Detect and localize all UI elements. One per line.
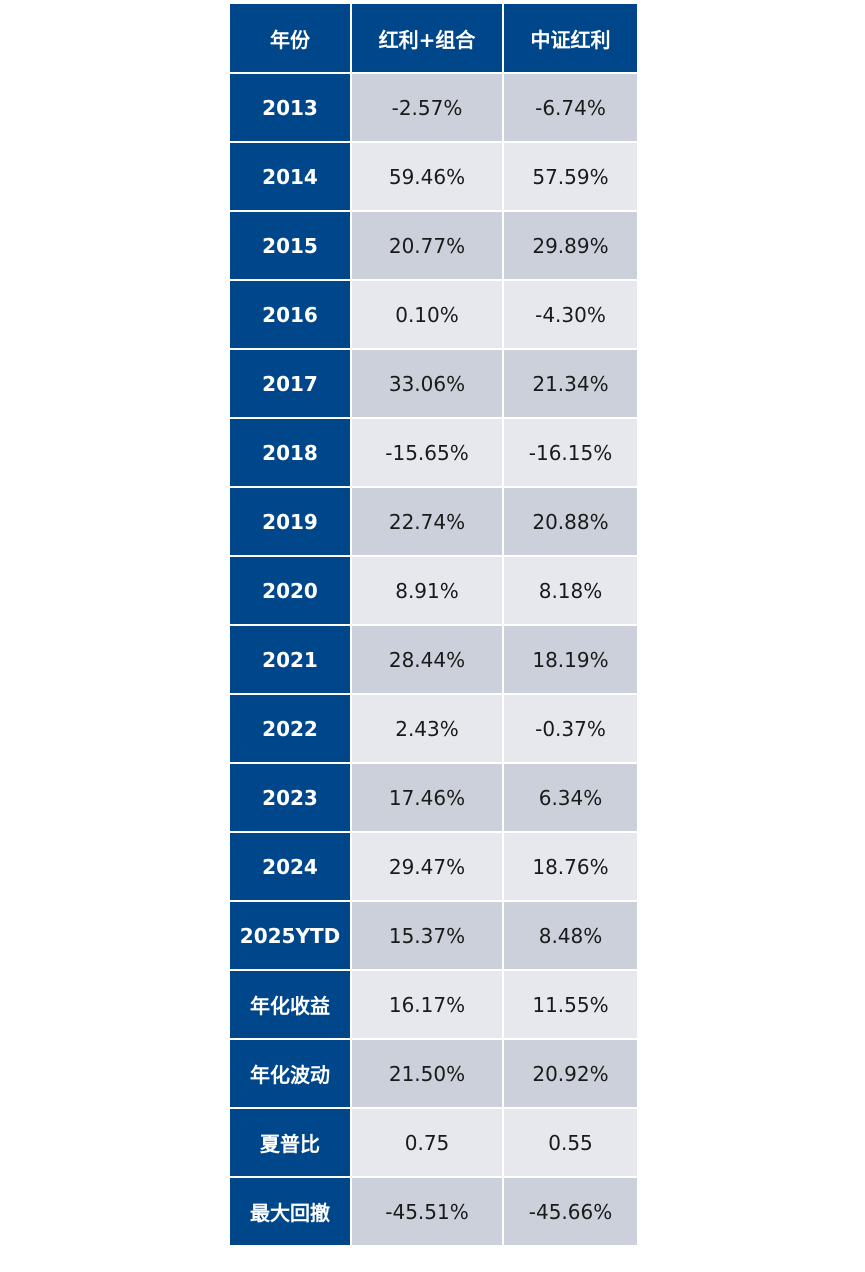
table-row: 2024 29.47% 18.76% <box>228 831 639 902</box>
row-label: 年化收益 <box>228 969 352 1040</box>
header-index: 中证红利 <box>502 2 639 74</box>
table-row: 2022 2.43% -0.37% <box>228 693 639 764</box>
header-portfolio: 红利+组合 <box>350 2 504 74</box>
index-value: -0.37% <box>502 693 639 764</box>
table-row: 2015 20.77% 29.89% <box>228 210 639 281</box>
index-value: 20.88% <box>502 486 639 557</box>
index-value: 8.18% <box>502 555 639 626</box>
table-header-row: 年份 红利+组合 中证红利 <box>228 2 639 74</box>
portfolio-value: 28.44% <box>350 624 504 695</box>
portfolio-value: 20.77% <box>350 210 504 281</box>
row-label: 2021 <box>228 624 352 695</box>
portfolio-value: 21.50% <box>350 1038 504 1109</box>
index-value: -4.30% <box>502 279 639 350</box>
portfolio-value: 8.91% <box>350 555 504 626</box>
portfolio-value: 59.46% <box>350 141 504 212</box>
row-label: 2023 <box>228 762 352 833</box>
row-label: 2020 <box>228 555 352 626</box>
index-value: 11.55% <box>502 969 639 1040</box>
row-label: 2019 <box>228 486 352 557</box>
table-row: 2019 22.74% 20.88% <box>228 486 639 557</box>
index-value: -6.74% <box>502 72 639 143</box>
index-value: -16.15% <box>502 417 639 488</box>
table-row: 2013 -2.57% -6.74% <box>228 72 639 143</box>
portfolio-value: -15.65% <box>350 417 504 488</box>
table-body: 2013 -2.57% -6.74% 2014 59.46% 57.59% 2015 20.7… <box>228 72 639 1247</box>
index-value: -45.66% <box>502 1176 639 1247</box>
table-row: 最大回撤 -45.51% -45.66% <box>228 1176 639 1247</box>
row-label: 2013 <box>228 72 352 143</box>
row-label: 2016 <box>228 279 352 350</box>
row-label: 2017 <box>228 348 352 419</box>
table-row: 夏普比 0.75 0.55 <box>228 1107 639 1178</box>
index-value: 6.34% <box>502 762 639 833</box>
portfolio-value: 15.37% <box>350 900 504 971</box>
portfolio-value: 0.75 <box>350 1107 504 1178</box>
table-row: 2023 17.46% 6.34% <box>228 762 639 833</box>
index-value: 57.59% <box>502 141 639 212</box>
portfolio-value: 29.47% <box>350 831 504 902</box>
portfolio-value: 22.74% <box>350 486 504 557</box>
index-value: 0.55 <box>502 1107 639 1178</box>
row-label: 2024 <box>228 831 352 902</box>
performance-table: 年份 红利+组合 中证红利 2013 -2.57% -6.74% 2014 59.46%… <box>228 2 639 1247</box>
portfolio-value: 0.10% <box>350 279 504 350</box>
table-row: 2014 59.46% 57.59% <box>228 141 639 212</box>
table-row: 年化收益 16.17% 11.55% <box>228 969 639 1040</box>
index-value: 8.48% <box>502 900 639 971</box>
row-label: 最大回撤 <box>228 1176 352 1247</box>
row-label: 夏普比 <box>228 1107 352 1178</box>
table-row: 2016 0.10% -4.30% <box>228 279 639 350</box>
table-row: 2017 33.06% 21.34% <box>228 348 639 419</box>
table-row: 2021 28.44% 18.19% <box>228 624 639 695</box>
index-value: 29.89% <box>502 210 639 281</box>
portfolio-value: 16.17% <box>350 969 504 1040</box>
table-row: 2018 -15.65% -16.15% <box>228 417 639 488</box>
table-row: 2020 8.91% 8.18% <box>228 555 639 626</box>
index-value: 18.19% <box>502 624 639 695</box>
portfolio-value: -2.57% <box>350 72 504 143</box>
portfolio-value: -45.51% <box>350 1176 504 1247</box>
portfolio-value: 33.06% <box>350 348 504 419</box>
index-value: 21.34% <box>502 348 639 419</box>
row-label: 年化波动 <box>228 1038 352 1109</box>
table-row: 2025YTD 15.37% 8.48% <box>228 900 639 971</box>
index-value: 20.92% <box>502 1038 639 1109</box>
header-year: 年份 <box>228 2 352 74</box>
portfolio-value: 2.43% <box>350 693 504 764</box>
table-row: 年化波动 21.50% 20.92% <box>228 1038 639 1109</box>
row-label: 2014 <box>228 141 352 212</box>
row-label: 2025YTD <box>228 900 352 971</box>
portfolio-value: 17.46% <box>350 762 504 833</box>
row-label: 2022 <box>228 693 352 764</box>
row-label: 2018 <box>228 417 352 488</box>
index-value: 18.76% <box>502 831 639 902</box>
row-label: 2015 <box>228 210 352 281</box>
